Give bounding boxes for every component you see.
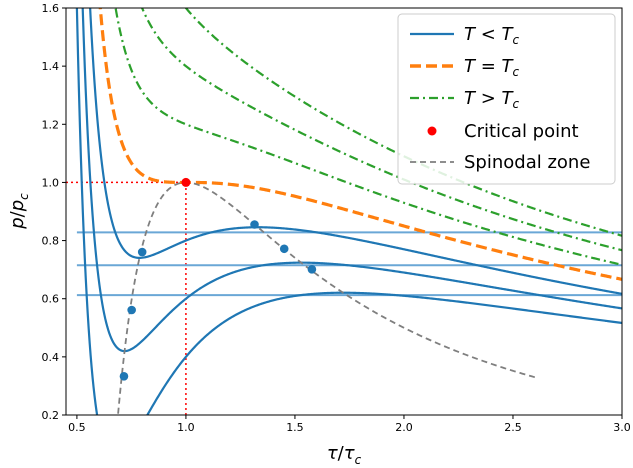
spinodal-point-1-0 bbox=[127, 305, 136, 315]
x-tick-label: 2.5 bbox=[504, 421, 522, 434]
x-tick-label: 1.5 bbox=[286, 421, 304, 434]
legend: T < Tc T = Tc T > Tc Critical point Spin… bbox=[397, 13, 616, 185]
legend-marker-critical-point bbox=[427, 126, 437, 136]
y-tick-label: 0.4 bbox=[42, 351, 60, 364]
legend-label-t-equal-tc: T = Tc bbox=[464, 56, 520, 79]
y-tick-label: 0.6 bbox=[42, 293, 60, 306]
x-axis-label: τ/τc bbox=[327, 443, 362, 467]
isotherm-series-3 bbox=[98, 8, 622, 281]
isotherm-series-1 bbox=[81, 8, 622, 353]
legend-frame bbox=[397, 13, 616, 185]
isotherm-series-5 bbox=[140, 8, 622, 252]
isotherm-series-2 bbox=[75, 8, 622, 415]
y-tick-label: 1.4 bbox=[42, 60, 60, 73]
x-tick-label: 3.0 bbox=[613, 421, 631, 434]
legend-label-t-above-tc: T > Tc bbox=[464, 88, 520, 111]
y-tick-label: 0.2 bbox=[42, 409, 60, 422]
x-tick-label: 0.5 bbox=[68, 421, 86, 434]
isotherm-series-6 bbox=[184, 8, 622, 237]
isotherm-series-4 bbox=[114, 8, 622, 266]
legend-label-critical-point: Critical point bbox=[464, 121, 579, 142]
legend-label-t-below-tc: T < Tc bbox=[464, 24, 520, 47]
x-tick-label: 2.0 bbox=[395, 421, 413, 434]
y-tick-label: 1.0 bbox=[42, 176, 60, 189]
plot-frame bbox=[65, 7, 623, 416]
y-tick-label: 1.6 bbox=[42, 2, 60, 15]
spinodal-point-1-1 bbox=[279, 244, 289, 254]
y-tick-label: 1.2 bbox=[42, 118, 60, 131]
spinodal-point-0-1 bbox=[250, 220, 259, 229]
spinodal-point-0-0 bbox=[137, 247, 147, 257]
spinodal-point-2-1 bbox=[307, 264, 317, 274]
legend-label-spinodal-zone: Spinodal zone bbox=[464, 152, 590, 173]
axis-ticks: 0.5 1.0 1.5 2.0 2.5 3.0 0.2 0.4 0.6 0.8 1.0 1.2 1.4 1… bbox=[42, 2, 631, 434]
plot-area bbox=[66, 8, 622, 415]
spinodal-point-2-0 bbox=[119, 371, 129, 381]
critical-point-marker bbox=[181, 177, 191, 187]
isotherm-series-0 bbox=[89, 8, 622, 295]
y-axis-label: p/pc bbox=[7, 193, 31, 230]
x-tick-label: 1.0 bbox=[177, 421, 195, 434]
y-tick-label: 0.8 bbox=[42, 235, 60, 248]
